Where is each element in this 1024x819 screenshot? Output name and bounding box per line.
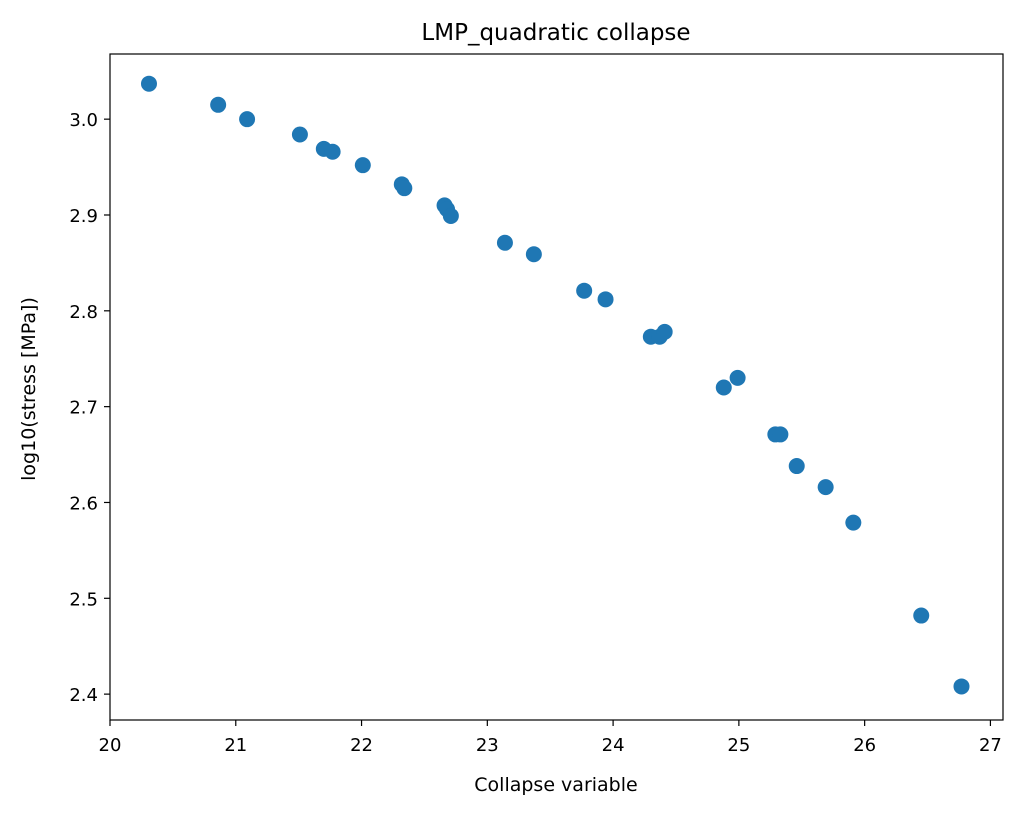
data-point — [953, 678, 970, 695]
data-point — [140, 75, 157, 92]
y-tick-label: 3.0 — [69, 110, 98, 131]
x-tick-label: 25 — [727, 735, 750, 756]
plot-area: 20 21 22 23 24 25 26 27 2.4 2.5 2.6 2.7 2.8 2.9 3.0 — [69, 53, 1004, 756]
x-tick-label: 21 — [224, 735, 247, 756]
y-tick-label: 2.7 — [69, 398, 98, 419]
x-tick-label: 20 — [99, 735, 122, 756]
chart-title: LMP_quadratic collapse — [421, 20, 690, 46]
data-point — [239, 111, 256, 128]
y-axis-label: log10(stress [MPa]) — [18, 297, 40, 481]
data-point — [715, 379, 732, 396]
data-point — [913, 607, 930, 624]
data-point — [788, 458, 805, 475]
data-point — [576, 282, 593, 299]
y-tick-label: 2.8 — [69, 302, 98, 323]
data-point — [210, 96, 227, 113]
data-point — [396, 180, 413, 197]
data-point — [496, 234, 513, 251]
data-point — [729, 369, 746, 386]
data-point — [354, 157, 371, 174]
x-tick-label: 26 — [853, 735, 876, 756]
data-point — [442, 207, 459, 224]
data-point — [324, 143, 341, 160]
y-tick-label: 2.4 — [69, 685, 98, 706]
data-point — [817, 479, 834, 496]
x-tick-label: 23 — [476, 735, 499, 756]
data-point — [291, 126, 308, 143]
x-tick-label: 24 — [602, 735, 625, 756]
plot-frame — [109, 53, 1004, 721]
x-axis-label: Collapse variable — [474, 774, 637, 796]
y-tick-label: 2.6 — [69, 493, 98, 514]
x-tick-label: 27 — [979, 735, 1002, 756]
y-tick-label: 2.9 — [69, 206, 98, 227]
data-point — [525, 246, 542, 263]
data-point — [772, 426, 789, 443]
y-tick-label: 2.5 — [69, 589, 98, 610]
x-tick-label: 22 — [350, 735, 373, 756]
data-point — [597, 291, 614, 308]
data-point — [656, 323, 673, 340]
data-point — [845, 514, 862, 531]
